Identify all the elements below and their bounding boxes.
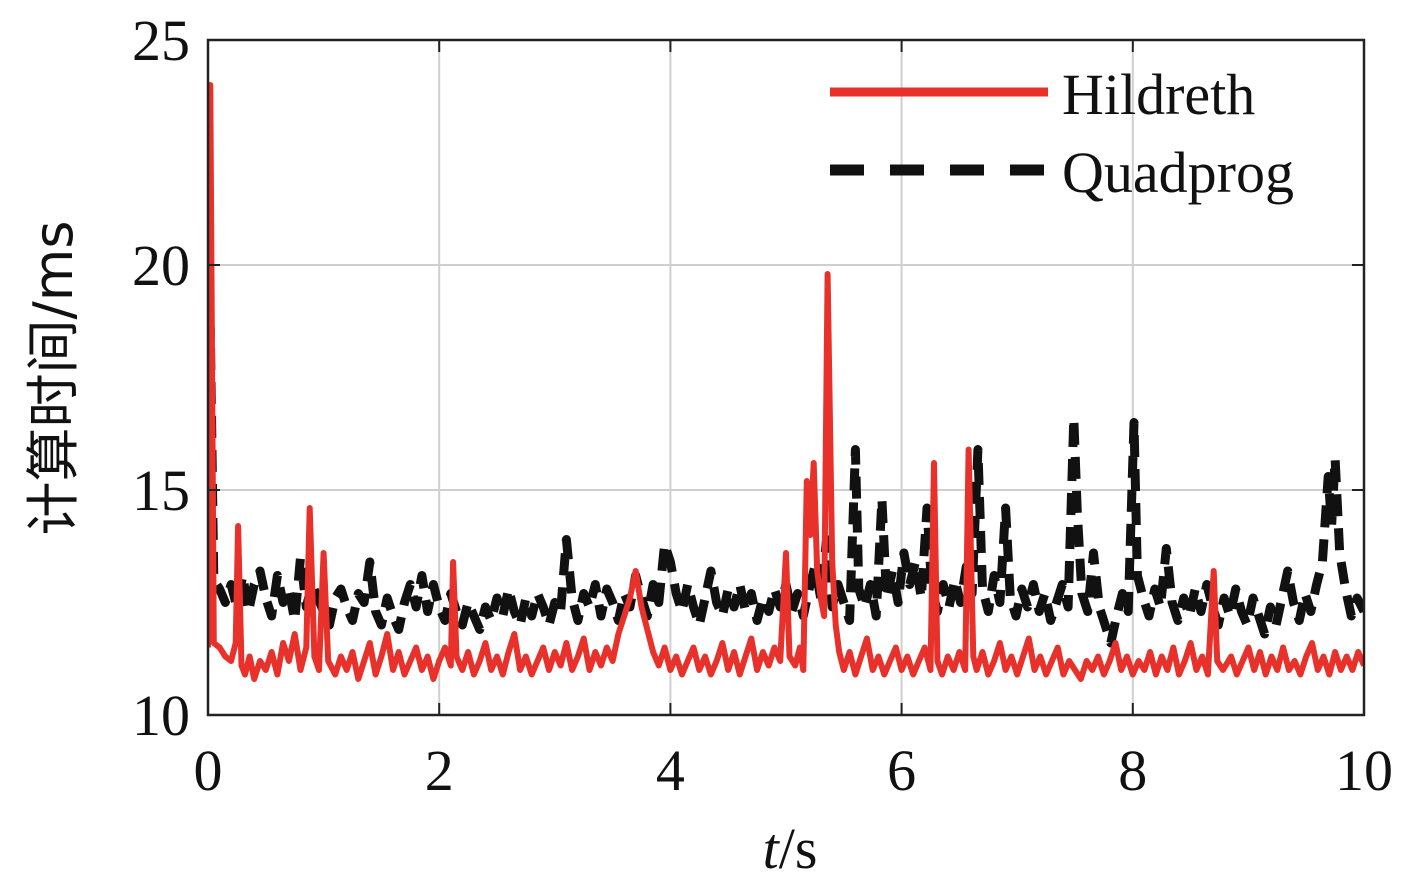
legend-label-hildreth: Hildreth (1062, 62, 1255, 127)
x-axis-label-unit: /s (779, 816, 818, 881)
series-line-quadprog (208, 323, 1364, 648)
x-axis-label-variable: t (763, 816, 781, 881)
x-tick-label: 8 (1118, 738, 1147, 803)
grid-lines (208, 40, 1364, 715)
legend-label-quadprog: Quadprog (1062, 140, 1294, 205)
y-tick-label: 10 (132, 683, 190, 748)
y-tick-label: 25 (132, 8, 190, 73)
x-tick-label: 6 (887, 738, 916, 803)
series-line-hildreth (208, 82, 1364, 682)
x-tick-label: 0 (194, 738, 223, 803)
series-layer (208, 82, 1364, 682)
x-tick-label: 2 (425, 738, 454, 803)
x-tick-label: 10 (1335, 738, 1393, 803)
y-tick-label: 15 (132, 458, 190, 523)
x-tick-label: 4 (656, 738, 685, 803)
y-axis-label: 计算时间/ms (22, 221, 85, 536)
x-axis-label: t/s (763, 816, 818, 881)
plot-frame (206, 38, 1366, 717)
y-tick-label: 20 (132, 233, 190, 298)
legend: Hildreth Quadprog (830, 62, 1294, 205)
series-group (208, 82, 1364, 682)
axis-ticks: 0 2 4 6 8 10 10 15 20 25 (132, 8, 1393, 803)
